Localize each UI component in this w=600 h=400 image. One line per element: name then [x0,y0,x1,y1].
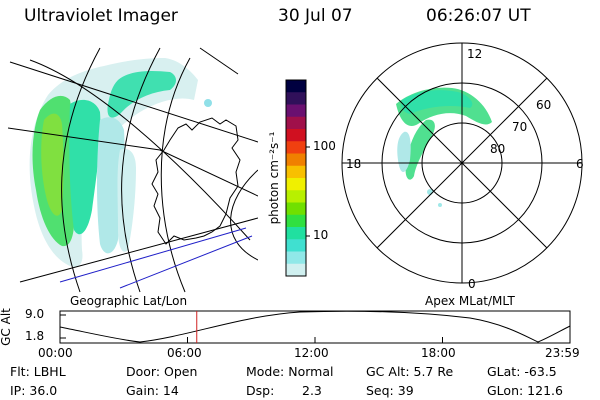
colorbar-band [286,129,306,142]
info-dsp-label: Dsp: [246,383,275,398]
colorbar-band [286,178,306,191]
info-glon: GLon: 121.6 [487,383,563,398]
colorbar-band [286,80,306,93]
xtick-00-00: 00:00 [38,346,73,360]
colorbar-band [286,239,306,252]
info-seq: Seq: 39 [366,383,414,398]
app-title: Ultraviolet Imager [24,6,178,26]
info-glat: GLat: -63.5 [487,364,557,379]
info-dsp-value: 2.3 [302,383,322,398]
polar-label-mlt-0: 0 [468,277,476,291]
colorbar-band [286,214,306,228]
colorbar-band [286,165,306,179]
colorbar-band [286,190,306,203]
colorbar-tick-100: 100 [313,139,336,153]
info-mode: Mode: Normal [246,364,334,379]
info-gc-alt: GC Alt: 5.7 Re [366,364,454,379]
info-gain: Gain: 14 [126,383,179,398]
colorbar-band [286,92,306,105]
header-date: 30 Jul 07 [278,6,353,26]
geographic-panel-label: Geographic Lat/Lon [70,294,188,308]
colorbar-band [286,116,306,130]
info-ip: IP: 36.0 [10,383,58,398]
header-time: 06:26:07 UT [426,6,531,26]
colorbar-band [286,104,306,118]
polar-label-mlt-18: 18 [346,157,362,171]
colorbar-band [286,153,306,167]
polar-label-mlat-80: 80 [490,142,506,156]
colorbar-band [286,227,306,240]
info-filter: Flt: LBHL [10,364,66,379]
xtick-23-59: 23:59 [545,346,580,360]
colorbar-band [286,251,306,265]
colorbar-band [286,202,306,216]
colorbar-tick-10: 10 [313,228,329,242]
colorbar-gradient [286,80,306,277]
altitude-ylabel: GC Alt [0,308,13,346]
altitude-ytick-9: 9.0 [25,307,45,321]
xtick-18-00: 18:00 [421,346,456,360]
colorbar-band [286,141,306,154]
xtick-12-00: 12:00 [294,346,329,360]
apex-panel-label: Apex MLat/MLT [425,294,515,308]
altitude-ytick-1-8: 1.8 [25,329,45,343]
info-door: Door: Open [126,364,198,379]
polar-label-mlat-60: 60 [536,98,552,112]
polar-label-mlat-70: 70 [512,120,528,134]
polar-label-mlt-6: 6 [576,157,584,171]
polar-label-mlt-12: 12 [467,47,483,61]
xtick-06-00: 06:00 [167,346,202,360]
colorbar-band [286,263,306,277]
